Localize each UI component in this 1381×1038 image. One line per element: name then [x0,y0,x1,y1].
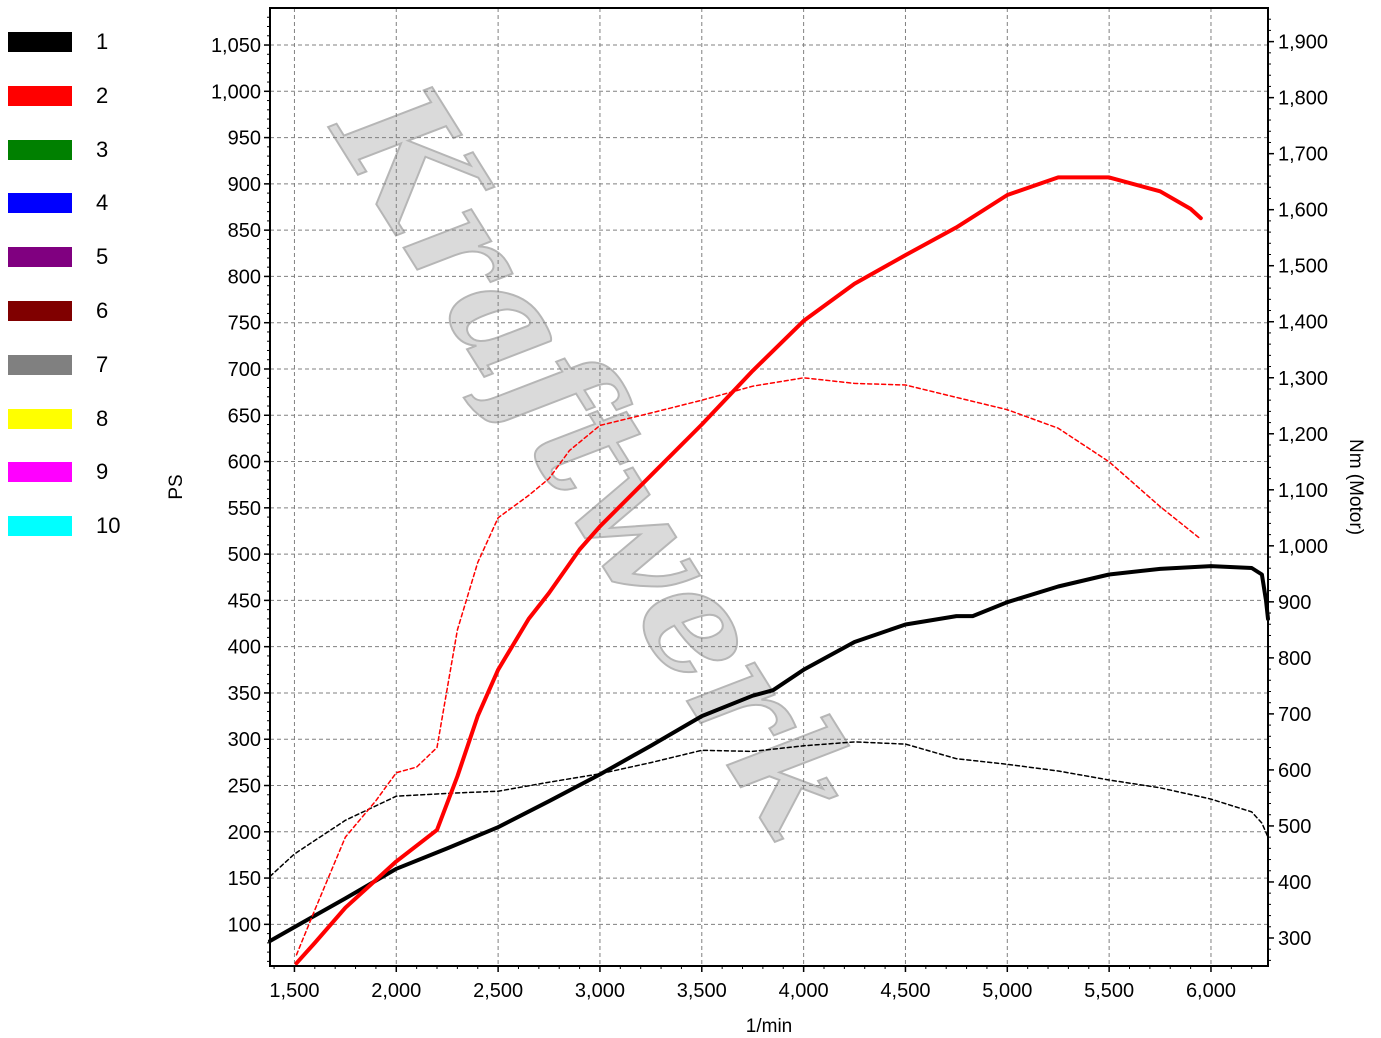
y-left-tick-label: 1,000 [211,81,261,103]
y-left-tick-label: 900 [228,174,261,196]
legend-label: 10 [96,513,121,539]
legend-item: 5 [8,245,158,269]
x-tick-label: 2,500 [473,980,523,1002]
series-lines [268,175,1270,966]
y-right-tick-label: 500 [1278,816,1311,838]
y-axis-right-title: Nm (Motor) [1345,439,1366,535]
y-right-tick-label: 1,000 [1278,536,1328,558]
x-tick-label: 3,500 [677,980,727,1002]
legend-item: 2 [8,82,158,108]
legend-label: 4 [96,190,109,216]
y-right-tick-label: 300 [1278,928,1311,950]
x-tick-label: 6,000 [1186,980,1236,1002]
y-right-tick-label: 1,100 [1278,480,1328,502]
legend-swatch [8,408,72,429]
legend-label: 6 [96,298,109,323]
legend-swatch [8,516,72,537]
legend-label: 3 [96,136,109,162]
y-right-tick-label: 800 [1278,648,1311,670]
series-1-torque-line [269,741,1269,878]
x-axis-title: 1/min [746,1016,792,1037]
legend-item: 10 [8,514,158,538]
y-left-tick-label: 650 [228,405,261,427]
y-right-tick-label: 400 [1278,872,1311,894]
y-left-tick-label: 850 [228,220,261,242]
y-right-tick-label: 1,400 [1278,312,1328,334]
y-right-tick-label: 1,800 [1278,88,1328,110]
legend-item: 9 [8,460,158,484]
legend-swatch [8,354,72,375]
y-left-tick-label: 950 [228,128,261,150]
legend-item: 1 [8,30,158,54]
y-left-tick-label: 750 [228,313,261,335]
series-1-power-line [268,564,1270,943]
x-tick-label: 4,000 [779,980,829,1002]
y-right-tick-label: 1,700 [1278,144,1328,166]
legend-label: 8 [96,405,109,431]
y-right-tick-label: 1,200 [1278,424,1328,446]
x-tick-label: 5,500 [1084,980,1134,1002]
grid [270,8,1268,966]
series-2-torque-line [295,377,1202,956]
plot-frame [269,7,1269,967]
x-tick-label: 4,500 [880,980,930,1002]
legend-label: 2 [96,82,109,108]
y-left-tick-label: 300 [228,729,261,751]
x-tick-label: 1,500 [269,980,319,1002]
legend-label: 5 [96,244,109,270]
y-right-tick-label: 900 [1278,592,1311,614]
y-axis-right: 300 400 500 600 700 800 900 1,000 1,100 1,200 1,30… [1268,18,1328,961]
legend-label: 1 [96,29,109,54]
legend-item: 7 [8,351,158,377]
x-tick-label: 5,000 [982,980,1032,1002]
y-right-tick-label: 1,900 [1278,32,1328,54]
y-left-tick-label: 150 [228,868,261,890]
y-right-tick-label: 700 [1278,704,1311,726]
y-left-tick-label: 350 [228,683,261,705]
legend-label: 9 [96,459,109,485]
y-right-tick-label: 1,300 [1278,368,1328,390]
legend-swatch [8,247,72,268]
y-left-tick-label: 600 [228,452,261,474]
y-left-tick-label: 100 [228,914,261,936]
legend-swatch [8,139,72,160]
y-left-tick-label: 200 [228,822,261,844]
x-tick-label: 3,000 [575,980,625,1002]
legend-label: 7 [96,351,109,377]
legend-item: 6 [8,299,158,323]
y-right-tick-label: 1,600 [1278,200,1328,222]
y-left-tick-label: 1,050 [211,35,261,57]
legend-item: 8 [8,405,158,431]
legend-swatch [8,193,72,214]
y-left-tick-label: 500 [228,544,261,566]
y-left-tick-label: 700 [228,359,261,381]
y-right-tick-label: 1,500 [1278,256,1328,278]
legend-swatch [8,301,72,321]
y-axis-left: 100 150 200 250 300 350 400 450 500 550 600 650 700 7… [211,16,270,962]
y-axis-left-title: PS [166,474,187,499]
y-left-tick-label: 800 [228,266,261,288]
y-left-tick-label: 450 [228,590,261,612]
y-right-tick-label: 600 [1278,760,1311,782]
y-left-tick-label: 400 [228,637,261,659]
legend-item: 4 [8,191,158,215]
x-tick-label: 2,000 [371,980,421,1002]
legend-swatch [8,462,72,483]
series-2-power-line [294,175,1203,966]
legend-swatch [8,85,72,106]
legend-item: 3 [8,136,158,162]
y-left-tick-label: 550 [228,498,261,520]
y-left-tick-label: 250 [228,776,261,798]
legend-swatch [8,32,72,52]
x-axis: 1,500 2,000 2,500 3,000 3,500 4,000 4,500 5,000… [269,966,1253,1002]
